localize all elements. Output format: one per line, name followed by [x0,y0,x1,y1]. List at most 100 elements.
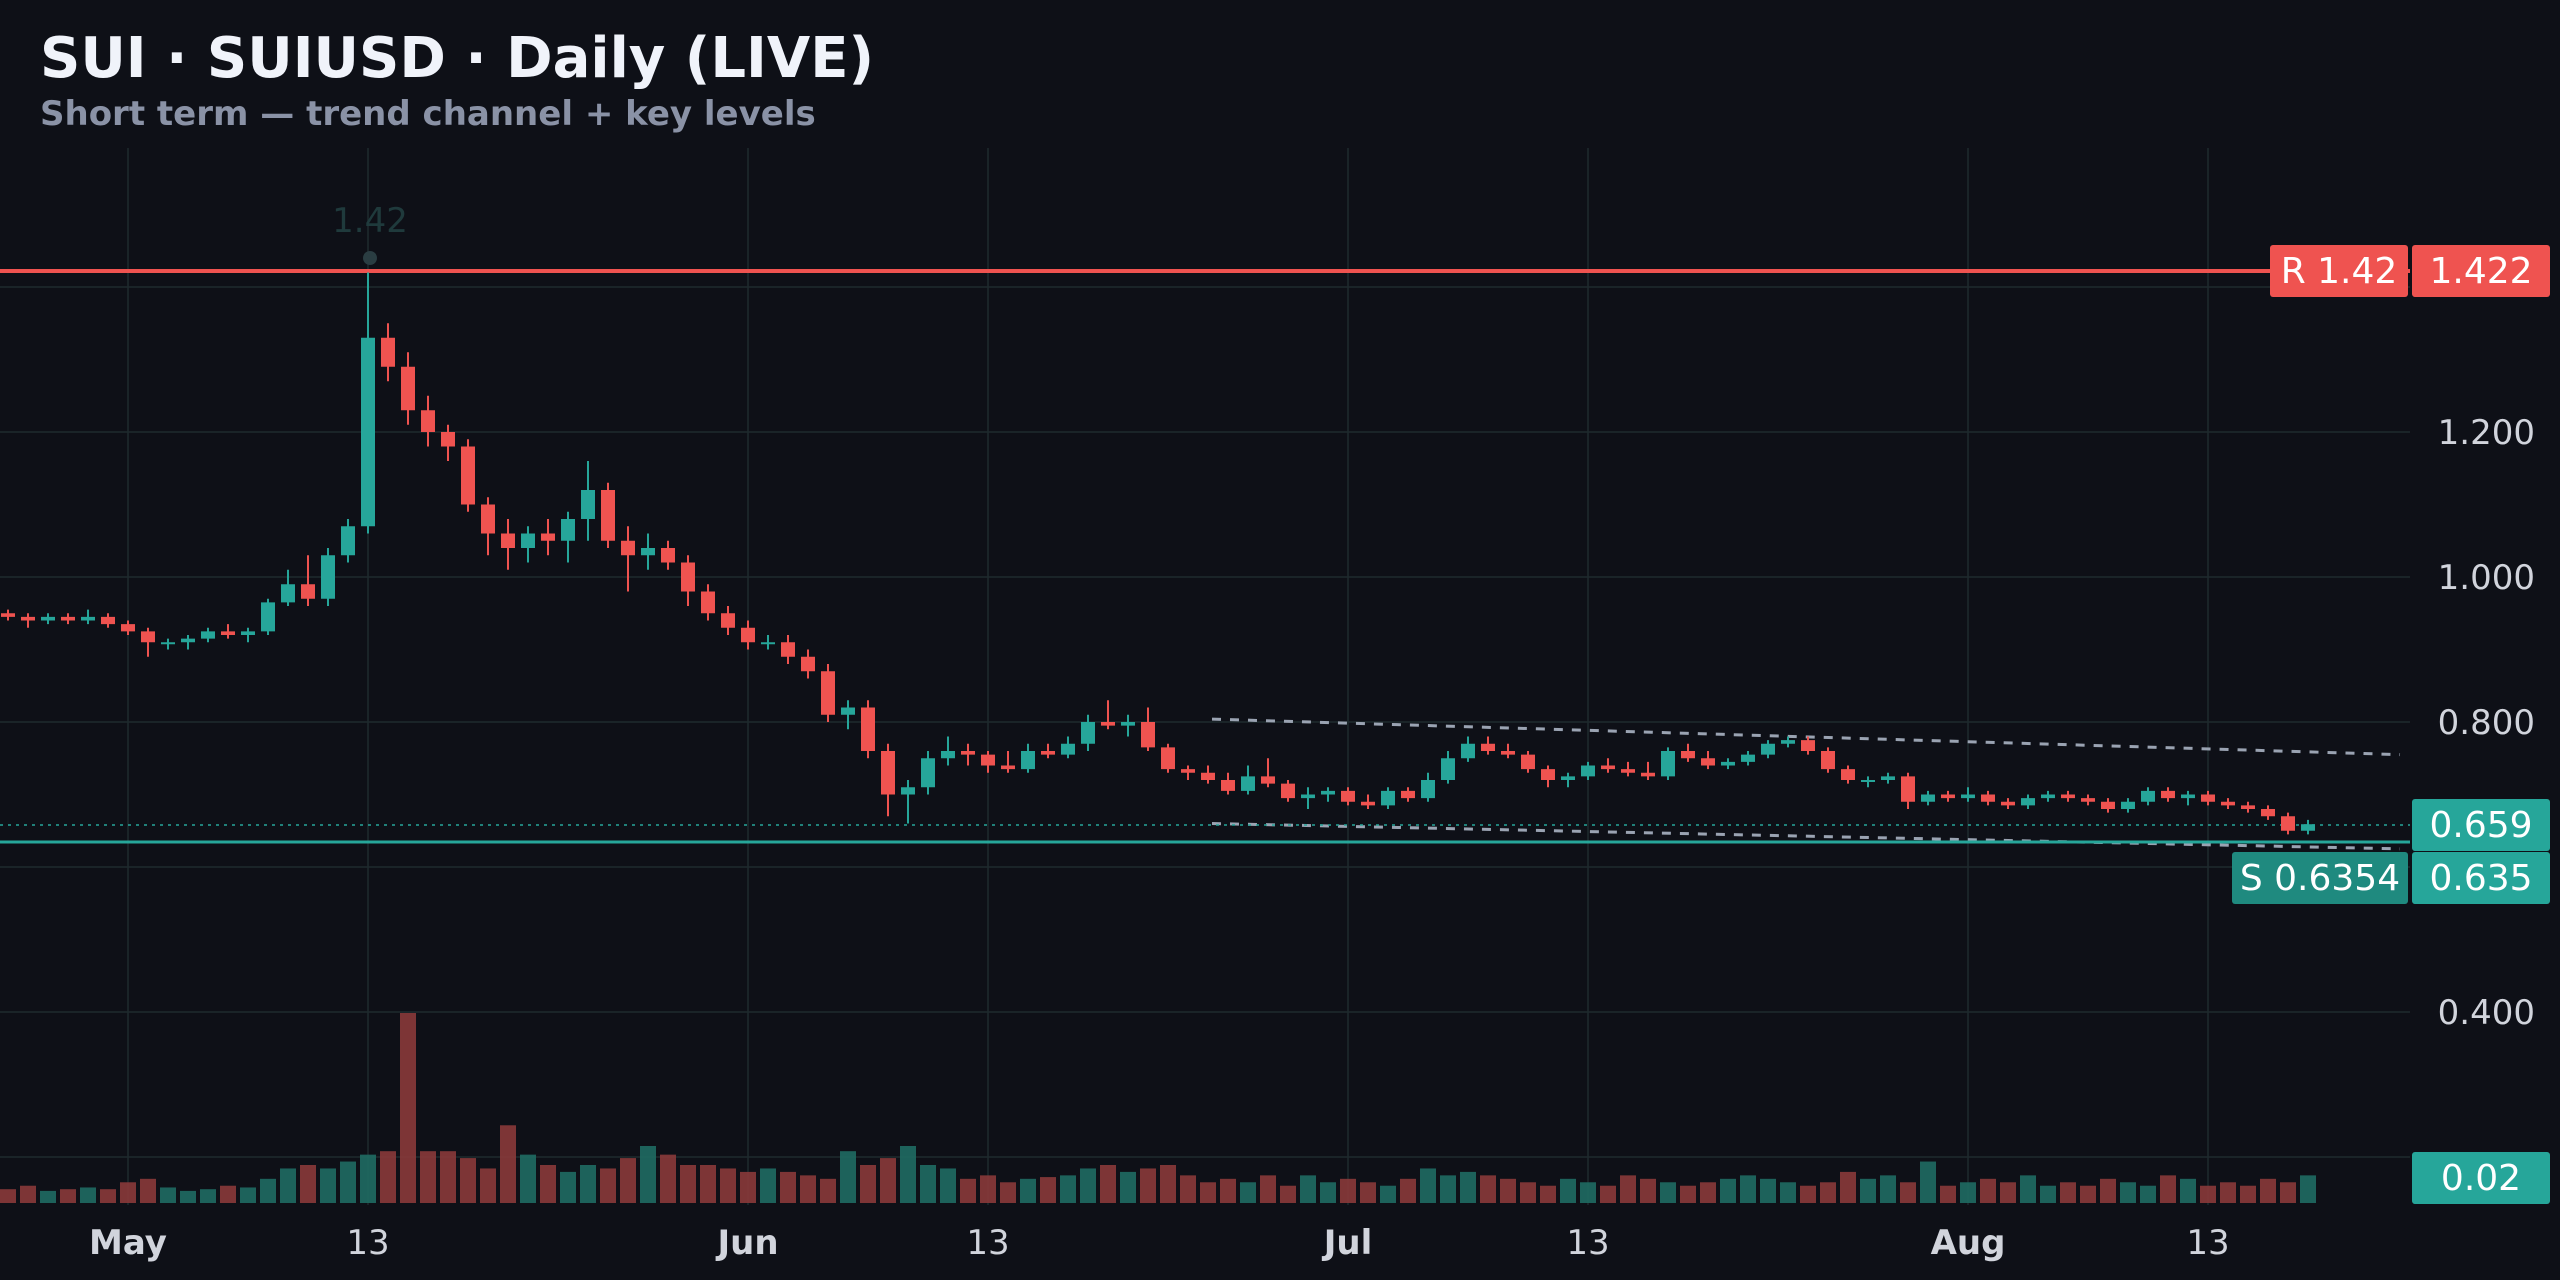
last-price-badge-bg [2412,799,2550,851]
candle-body [81,616,95,621]
candle-body [881,751,895,795]
volume-badge: 0.02 [2412,1152,2550,1204]
candle-body [721,613,735,628]
volume-bar [80,1187,96,1203]
candle-body [1381,790,1395,806]
volume-bar [820,1178,836,1203]
candle-body [1861,780,1875,782]
candle-body [961,751,975,755]
price-axis[interactable]: 1.200 1.000 0.800 0.400 [2438,413,2535,1033]
volume-bar [1360,1182,1376,1203]
candle-body [1621,769,1635,773]
candle-body [621,540,635,556]
volume-bar [600,1168,616,1203]
candle-body [861,707,875,751]
candle-body [321,555,335,599]
volume-bar [1320,1182,1336,1203]
volume-bar [1240,1182,1256,1203]
volume-bar [1960,1182,1976,1203]
candle-body [1541,769,1555,780]
candle-body [1141,722,1155,748]
candle-body [1201,772,1215,780]
volume-bar [1180,1175,1196,1203]
candle-body [461,446,475,505]
candle-body [1421,780,1435,799]
volume-bar [700,1165,716,1203]
candle-body [1361,801,1375,806]
candle-body [641,548,655,556]
volume-bar [400,1013,416,1203]
volume-bar [1840,1171,1856,1203]
volume-bar [2000,1182,2016,1203]
time-axis[interactable]: May 13 Jun 13 Jul 13 Aug 13 [89,1223,2230,1263]
volume-bar [2080,1185,2096,1203]
candle-body [1961,794,1975,799]
volume-bar [1700,1182,1716,1203]
candle-body [1321,790,1335,795]
candle-body [1801,740,1815,751]
volume-bar [1400,1178,1416,1203]
candle-body [2161,790,2175,799]
y-tick-label: 1.200 [2438,413,2535,453]
volume-bar [900,1146,916,1203]
volume-badge-text: 0.02 [2441,1158,2521,1199]
support-label-badge: S 0.6354 [2232,852,2408,904]
candle-body [2301,824,2315,831]
volume-bar [20,1185,36,1203]
volume-bars [0,1013,2316,1203]
candle-body [1341,790,1355,802]
volume-bar [220,1185,236,1203]
price-badges: R 1.42 1.422 0.659 S 0.6354 0.635 0.02 [2232,245,2550,1204]
volume-bar [0,1189,16,1203]
support-price-badge-text: 0.635 [2429,858,2532,899]
volume-bar [360,1154,376,1203]
candle-body [361,337,375,527]
volume-badge-bg [2412,1152,2550,1204]
last-price-badge: 0.659 [2412,799,2550,851]
candle-body [1221,780,1235,791]
candle-body [41,616,55,621]
candle-body [2121,801,2135,809]
candle-body [181,638,195,643]
volume-bar [1880,1175,1896,1203]
x-tick-label: Jul [1322,1223,1373,1263]
volume-bar [2120,1182,2136,1203]
x-tick-label: May [89,1223,167,1263]
volume-bar [1500,1178,1516,1203]
volume-bar [740,1171,756,1203]
candle-body [1521,754,1535,770]
volume-bar [560,1171,576,1203]
channel-upper-line [1211,717,2401,757]
candle-body [141,631,155,643]
candle-body [581,490,595,519]
resistance-price-badge-bg [2412,245,2550,298]
volume-bar [1540,1185,1556,1203]
volume-bar [340,1161,356,1203]
candle-body [1981,794,1995,802]
candle-body [1481,743,1495,751]
volume-bar [1860,1178,1876,1203]
volume-bar [180,1190,196,1203]
support-label-badge-bg [2232,852,2408,904]
candle-body [1241,776,1255,791]
volume-bar [2100,1178,2116,1203]
candle-body [741,627,755,643]
candle-body [921,758,935,788]
volume-bar [1420,1168,1436,1203]
volume-bar [2160,1175,2176,1203]
candle-body [1901,776,1915,802]
volume-bar [160,1187,176,1203]
volume-bar [2220,1182,2236,1203]
volume-bar [40,1190,56,1203]
volume-bar [1680,1185,1696,1203]
volume-bar [260,1178,276,1203]
volume-bar [320,1168,336,1203]
resistance-price-badge-text: 1.422 [2429,251,2532,292]
y-tick-label: 0.400 [2438,993,2535,1033]
candle-body [541,533,555,541]
volume-bar [520,1154,536,1203]
volume-bar [1760,1178,1776,1203]
volume-bar [200,1189,216,1203]
candle-body [1941,794,1955,799]
